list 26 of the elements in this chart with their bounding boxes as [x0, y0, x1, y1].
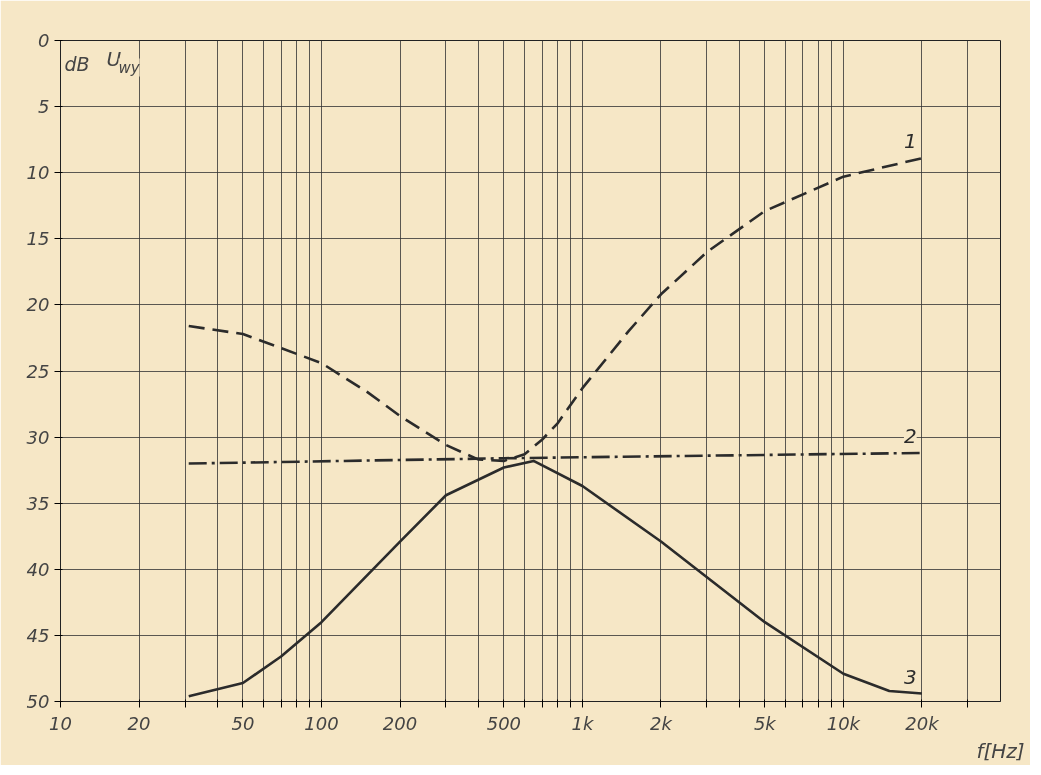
y-tick-label: 40 — [26, 558, 50, 580]
x-tick-label: 5k — [753, 712, 778, 734]
x-tick-label: 2k — [650, 712, 674, 734]
x-tick-label: 100 — [304, 712, 339, 734]
y-tick-label: 50 — [26, 691, 50, 712]
series-label: 1 — [903, 129, 917, 154]
x-tick-label: 20k — [905, 712, 941, 734]
y-tick-label: 25 — [26, 360, 50, 382]
x-tick-label: 10k — [826, 712, 862, 734]
y-tick-label: 5 — [38, 96, 50, 118]
y-axis-title: dB — [64, 52, 90, 75]
y-tick-label: 15 — [26, 228, 50, 250]
y-tick-label: 45 — [26, 624, 50, 646]
x-tick-label: 50 — [231, 712, 255, 734]
x-axis-title: f[Hz] — [976, 738, 1025, 763]
x-tick-label: 500 — [486, 712, 522, 734]
x-tick-label: 1k — [571, 712, 595, 734]
y-tick-label: 35 — [26, 492, 50, 514]
x-tick-label: 20 — [127, 712, 151, 734]
y-tick-label: 0 — [38, 30, 50, 51]
y-tick-label: 20 — [26, 294, 50, 316]
x-tick-label: 200 — [382, 712, 418, 734]
series-label: 3 — [903, 664, 917, 689]
y-tick-label: 30 — [26, 426, 50, 448]
series-label: 2 — [903, 423, 917, 448]
y-tick-label: 10 — [26, 162, 50, 184]
